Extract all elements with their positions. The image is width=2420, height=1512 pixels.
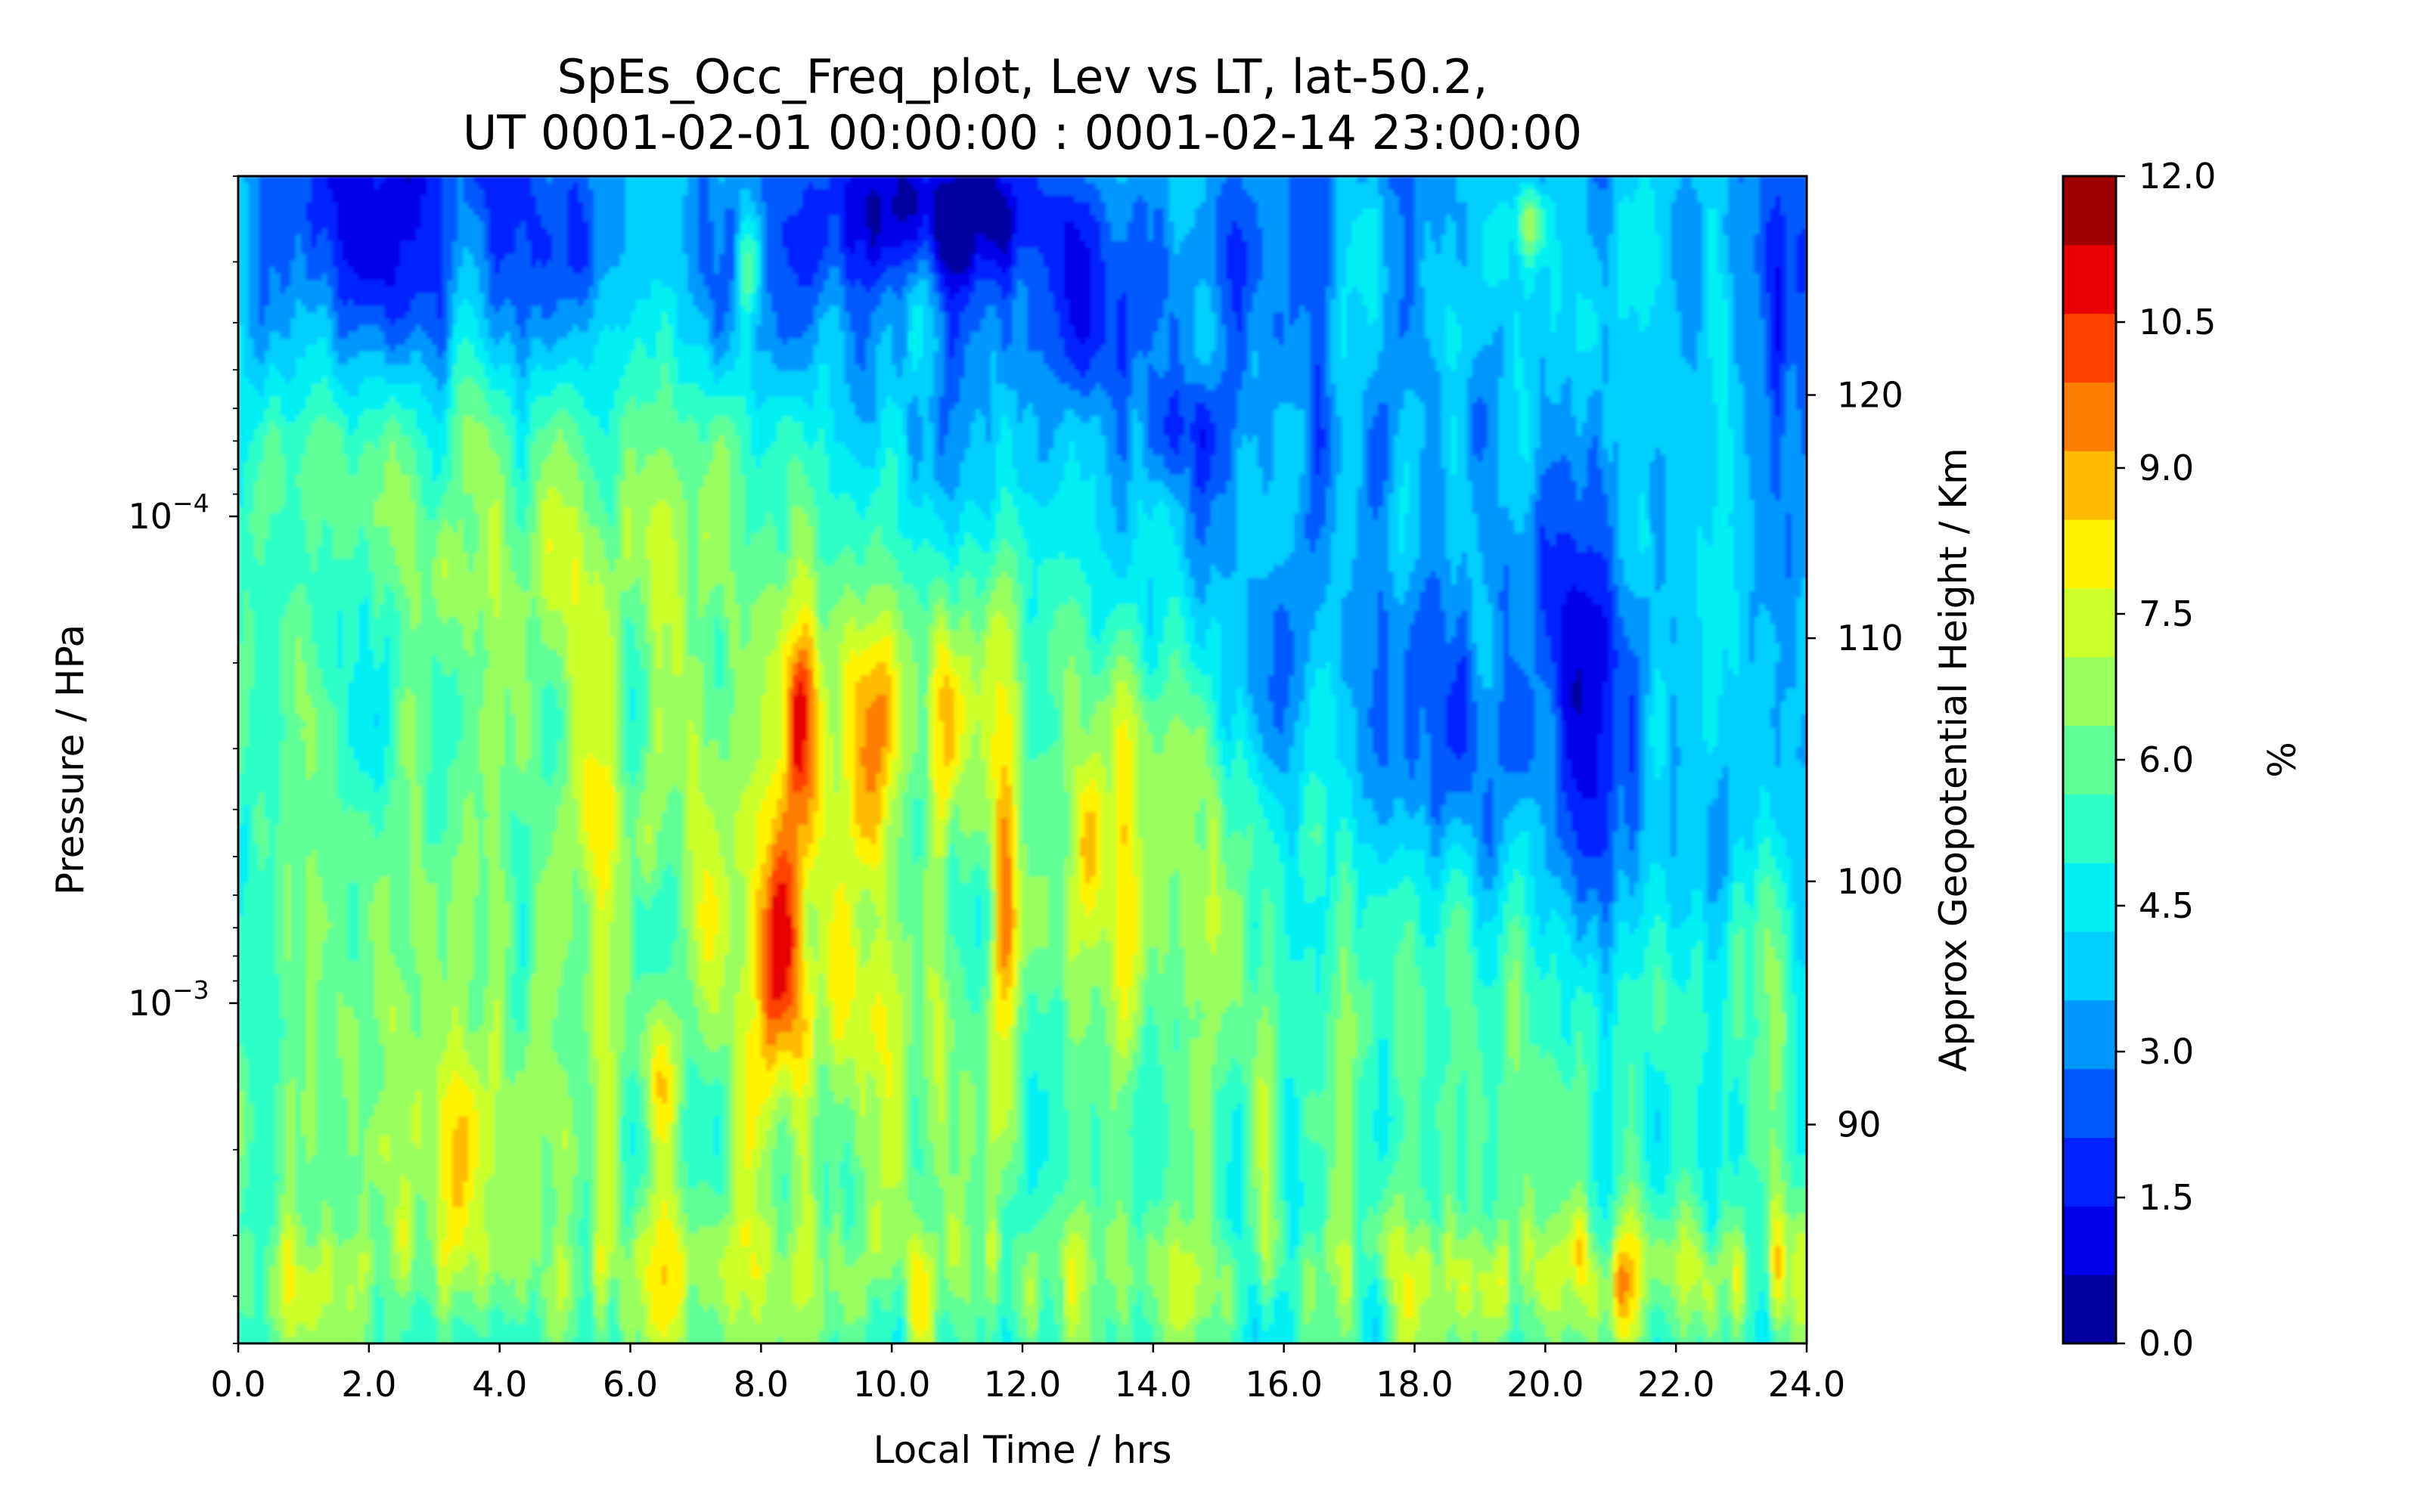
y2-axis-label: Approx Geopotential Height / Km [1931, 448, 1975, 1072]
x-tick-label: 2.0 [341, 1364, 396, 1405]
colorbar-segment [2063, 587, 2116, 658]
colorbar-segment [2063, 931, 2116, 1001]
colorbar-segment [2063, 999, 2116, 1070]
colorbar-segment [2063, 519, 2116, 589]
colorbar-tick-label: 4.5 [2139, 885, 2194, 926]
colorbar-segment [2063, 1206, 2116, 1275]
colorbar-segment [2063, 656, 2116, 727]
heatmap-field [238, 176, 1807, 1343]
x-tick-label: 18.0 [1376, 1364, 1453, 1405]
x-tick-label: 12.0 [984, 1364, 1061, 1405]
chart-title-line2: UT 0001-02-01 00:00:00 : 0001-02-14 23:0… [463, 105, 1582, 160]
y-axis-height: 90 100 110 120 [1807, 375, 1903, 1145]
x-tick-label: 4.0 [472, 1364, 527, 1405]
colorbar-tick-label: 0.0 [2139, 1323, 2194, 1364]
colorbar-segment [2063, 863, 2116, 932]
colorbar-tick-label: 3.0 [2139, 1031, 2194, 1072]
x-axis-label: Local Time / hrs [873, 1428, 1172, 1472]
colorbar-segment [2063, 1275, 2116, 1344]
colorbar-segment [2063, 244, 2116, 314]
colorbar: 0.0 1.5 3.0 4.5 6.0 7.5 9.0 10.5 12.0 [2062, 156, 2216, 1364]
colorbar-segment [2063, 382, 2116, 451]
colorbar-tick-label: 6.0 [2139, 739, 2194, 780]
x-tick-label: 20.0 [1506, 1364, 1584, 1405]
y-tick-label: 10−3 [128, 975, 209, 1024]
colorbar-tick-label: 10.5 [2139, 302, 2216, 342]
colorbar-tick-label: 12.0 [2139, 156, 2216, 197]
y2-tick-label: 90 [1837, 1105, 1882, 1145]
x-axis: 0.0 2.0 4.0 6.0 8.0 10.0 12.0 14.0 16.0 18.0 20.0 2… [210, 1343, 1845, 1405]
x-tick-label: 14.0 [1115, 1364, 1192, 1405]
x-tick-label: 0.0 [210, 1364, 265, 1405]
colorbar-segment [2063, 176, 2116, 246]
y-tick-label: 10−4 [128, 488, 209, 537]
y2-tick-label: 120 [1837, 375, 1903, 416]
colorbar-segment [2063, 313, 2116, 383]
colorbar-segment [2063, 451, 2116, 520]
y2-tick-label: 100 [1837, 861, 1903, 902]
x-tick-label: 10.0 [853, 1364, 930, 1405]
chart-title-line1: SpEs_Occ_Freq_plot, Lev vs LT, lat-50.2, [557, 49, 1488, 104]
colorbar-segment [2063, 794, 2116, 863]
colorbar-segment [2063, 725, 2116, 795]
y2-tick-label: 110 [1837, 618, 1903, 658]
colorbar-tick-label: 7.5 [2139, 593, 2194, 634]
y-axis-pressure: 10−4 10−3 [128, 175, 238, 1344]
colorbar-tick-label: 1.5 [2139, 1177, 2194, 1218]
x-tick-label: 6.0 [603, 1364, 658, 1405]
x-tick-label: 8.0 [734, 1364, 789, 1405]
colorbar-label: % [2260, 742, 2304, 778]
x-tick-label: 22.0 [1637, 1364, 1714, 1405]
colorbar-tick-label: 9.0 [2139, 448, 2194, 488]
x-tick-label: 24.0 [1768, 1364, 1845, 1405]
colorbar-segment [2063, 1137, 2116, 1207]
x-tick-label: 16.0 [1245, 1364, 1322, 1405]
y-axis-label: Pressure / HPa [48, 624, 92, 895]
colorbar-segment [2063, 1068, 2116, 1139]
